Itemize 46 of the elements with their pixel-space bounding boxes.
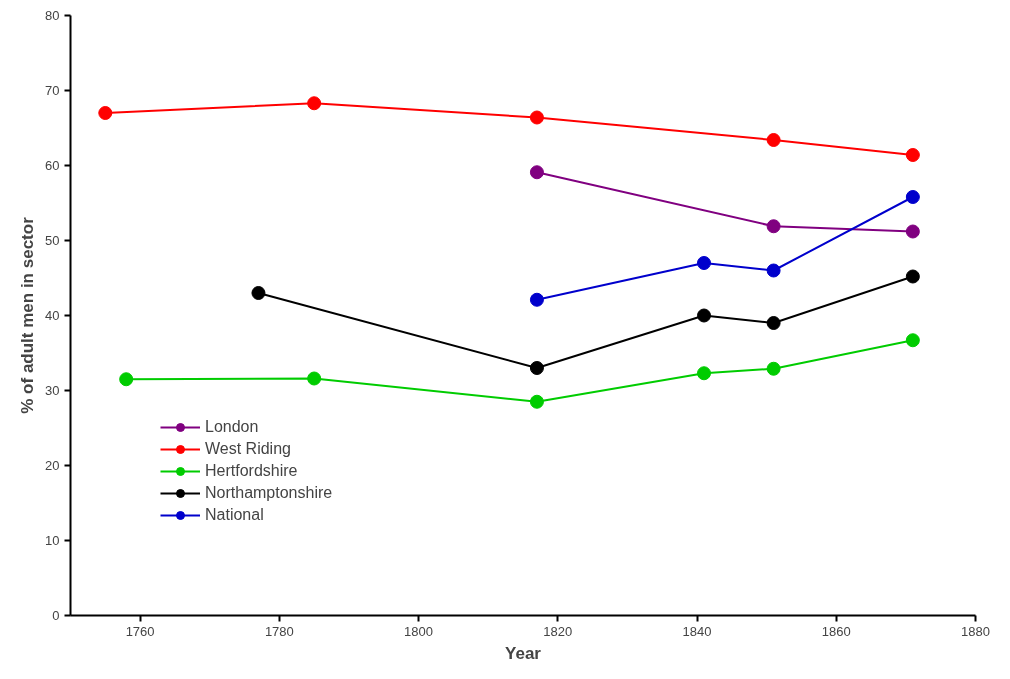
legend-label: Hertfordshire [205, 462, 298, 480]
y-tick-label: 40 [45, 308, 60, 323]
point [905, 190, 920, 204]
x-tick-label: 1800 [404, 623, 434, 639]
point [251, 286, 266, 300]
y-tick-label: 30 [45, 383, 60, 398]
x-tick-label: 1820 [543, 623, 573, 639]
x-tick-label: 1880 [961, 623, 990, 639]
legend-label: London [205, 418, 259, 436]
point [905, 224, 920, 239]
point [766, 263, 781, 278]
legend-label: National [205, 506, 264, 524]
y-axis-title: % of adult men in sector [18, 216, 38, 414]
point [697, 308, 711, 323]
point [529, 110, 544, 125]
point [529, 292, 544, 307]
x-tick-label: 1760 [125, 623, 155, 639]
point [307, 96, 322, 111]
point [766, 133, 781, 147]
legend-label: West Riding [205, 440, 291, 458]
point [307, 371, 322, 386]
y-tick-label: 10 [45, 533, 60, 548]
point [98, 106, 113, 120]
point [697, 256, 711, 270]
y-tick-label: 0 [52, 608, 60, 623]
y-tick-label: 80 [45, 8, 60, 23]
y-tick-label: 70 [45, 83, 60, 98]
point [529, 394, 544, 409]
point [766, 316, 781, 330]
point [905, 148, 920, 162]
point [905, 333, 920, 348]
point [697, 366, 711, 381]
x-tick-label: 1840 [682, 623, 712, 639]
y-tick-label: 50 [45, 233, 60, 248]
point [529, 165, 544, 180]
y-tick-label: 20 [45, 458, 60, 473]
point [766, 361, 781, 376]
point [529, 361, 544, 375]
point [766, 219, 781, 234]
point [905, 269, 920, 284]
legend-label: Northamptonshire [205, 484, 333, 502]
x-axis-title: Year [505, 643, 542, 663]
x-tick-label: 1780 [264, 623, 294, 639]
y-tick-label: 60 [45, 158, 60, 173]
x-tick-label: 1860 [821, 623, 851, 639]
point [119, 372, 134, 387]
